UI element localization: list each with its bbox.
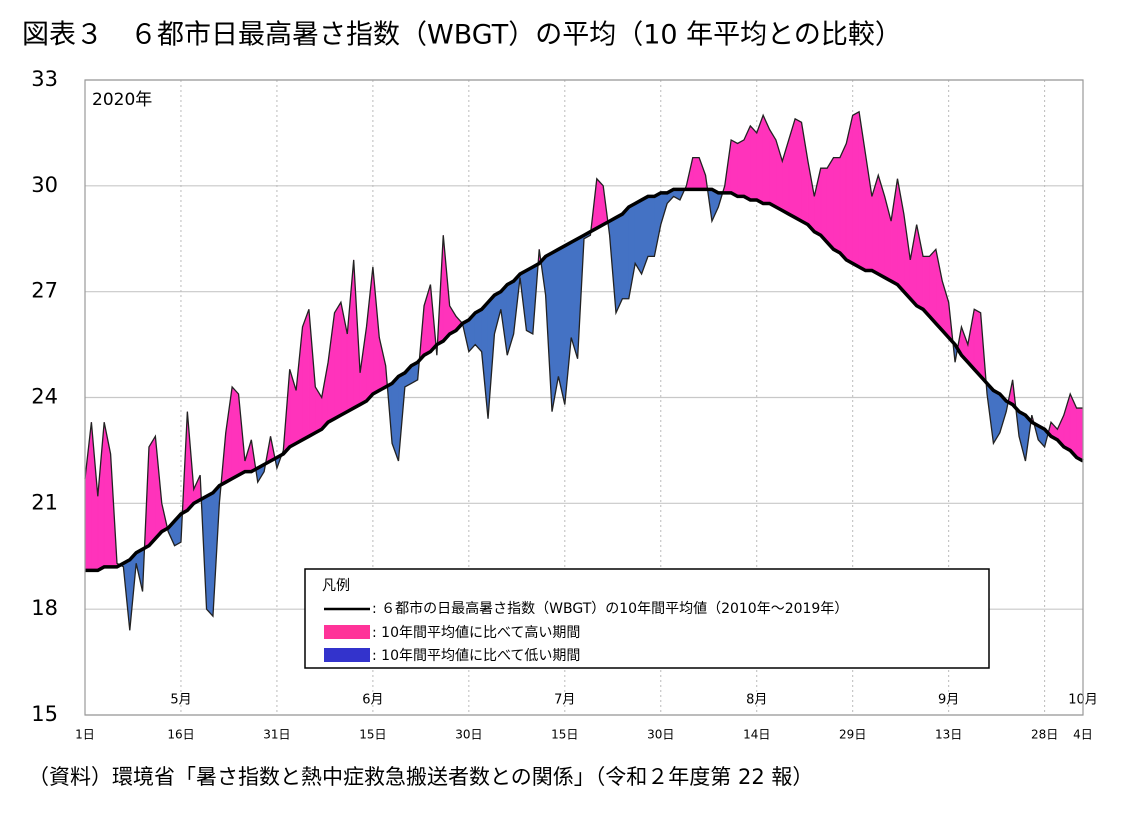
above-area (839, 143, 847, 261)
above-area (692, 157, 700, 190)
below-area (564, 241, 572, 405)
legend-label: : 10年間平均値に比べて高い期間 (372, 624, 580, 641)
annotation: 2020年 (92, 90, 152, 110)
month-label: 5月 (170, 693, 191, 708)
legend-swatch (324, 648, 370, 662)
y-tick-label: 33 (31, 67, 58, 91)
source-note: （資料）環境省「暑さ指数と熱中症救急搬送者数との関係」（令和２年度第 22 報） (28, 765, 813, 789)
y-tick-label: 27 (31, 279, 58, 303)
legend-label: : 10年間平均値に比べて低い期間 (372, 648, 580, 664)
x-tick-label: 4日 (1073, 728, 1093, 742)
below-area (647, 196, 655, 257)
x-tick-label: 30日 (647, 728, 674, 742)
below-area (551, 248, 559, 412)
above-area (769, 128, 777, 208)
legend-title: 凡例 (322, 578, 350, 594)
daily-line (84, 110, 1083, 631)
x-tick-label: 1日 (75, 728, 95, 742)
above-area (852, 111, 860, 268)
above-area (148, 435, 156, 547)
x-tick-label: 31日 (263, 728, 290, 742)
above-area (909, 224, 917, 307)
above-area (826, 156, 834, 251)
above-area (871, 175, 879, 275)
above-area (935, 249, 943, 332)
above-area (890, 178, 898, 286)
plot-border (84, 79, 1084, 716)
below-area (615, 213, 623, 313)
legend-swatch (324, 625, 370, 639)
legend-box (304, 568, 990, 669)
below-area (391, 375, 399, 462)
above-area (346, 259, 354, 413)
above-area (794, 118, 802, 222)
above-area (327, 312, 335, 423)
above-area (596, 178, 604, 229)
above-area (1076, 407, 1084, 462)
above-area (750, 125, 758, 201)
y-tick-label: 21 (31, 490, 58, 514)
below-area (1018, 411, 1026, 462)
above-area (97, 422, 105, 571)
month-label: 7月 (554, 693, 575, 708)
below-area (654, 192, 662, 257)
above-area (929, 248, 937, 325)
above-area (737, 139, 745, 197)
x-tick-label: 30日 (455, 728, 482, 742)
y-tick-label: 30 (31, 173, 58, 197)
below-area (622, 206, 630, 300)
x-tick-label: 15日 (551, 728, 578, 742)
below-area (634, 199, 642, 276)
above-area (820, 167, 828, 244)
above-area (788, 118, 796, 219)
above-area (922, 256, 930, 318)
legend: 凡例 : ６都市の日最高暑さ指数（WBGT）の10年間平均値（2010年～2019… (304, 568, 990, 669)
y-tick-label: 24 (31, 385, 58, 409)
above-area (315, 385, 323, 434)
below-area (206, 492, 214, 617)
month-label: 8月 (746, 693, 767, 708)
above-area (231, 386, 239, 480)
above-area (814, 168, 822, 236)
x-tick-label: 16日 (167, 728, 194, 742)
x-tick-label: 29日 (839, 728, 866, 742)
y-tick-label: 15 (31, 702, 58, 726)
above-area (1069, 393, 1077, 459)
x-tick-label: 28日 (1031, 728, 1058, 742)
legend-label: : ６都市の日最高暑さ指数（WBGT）の10年間平均値（2010年～2019年） (372, 600, 848, 617)
month-label: 9月 (938, 693, 959, 708)
above-area (91, 422, 99, 571)
above-area (103, 422, 111, 568)
below-area (641, 195, 649, 275)
below-area (526, 266, 534, 335)
above-area (833, 157, 841, 254)
above-area (225, 386, 233, 483)
x-tick-label: 15日 (359, 728, 386, 742)
above-area (366, 266, 374, 402)
above-area (973, 308, 981, 378)
above-area (801, 122, 809, 226)
above-area (84, 422, 92, 571)
y-tick-label: 18 (31, 596, 58, 620)
figure-title: 図表３ ６都市日最高暑さ指数（WBGT）の平均（10 年平均との比較） (22, 20, 902, 51)
x-tick-label: 14日 (743, 728, 770, 742)
x-tick-label: 13日 (935, 728, 962, 742)
month-label: 6月 (362, 693, 383, 708)
above-area (877, 175, 885, 279)
above-area (334, 301, 342, 420)
above-area (807, 161, 815, 233)
above-area (730, 139, 738, 197)
average-line (85, 187, 1084, 573)
above-area (302, 309, 310, 441)
